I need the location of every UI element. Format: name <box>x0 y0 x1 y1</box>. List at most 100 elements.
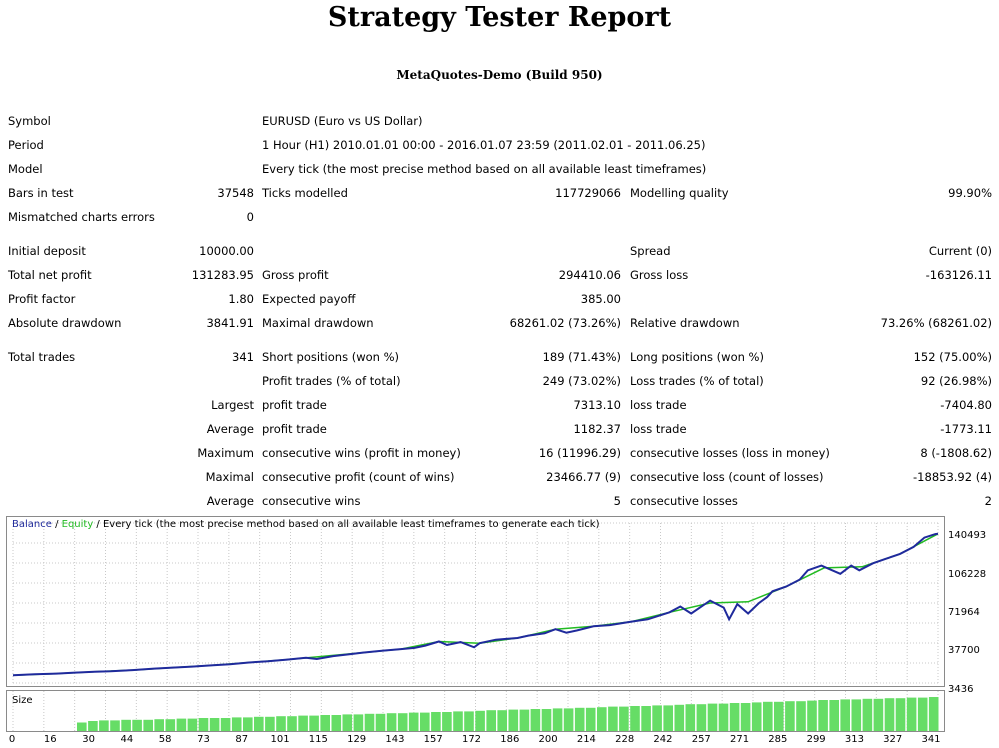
size-bar <box>530 709 541 731</box>
y-tick-label: 71964 <box>948 607 980 618</box>
size-bar <box>431 712 441 731</box>
size-bar <box>696 704 707 731</box>
size-bar <box>574 707 585 731</box>
report-cell: 341 <box>232 350 254 364</box>
report-cell: Maximum <box>197 446 254 460</box>
report-cell: 294410.06 <box>558 268 621 282</box>
size-bar <box>763 701 773 731</box>
size-bar <box>209 718 220 731</box>
x-tick-label: 186 <box>500 734 520 745</box>
size-bar <box>442 712 452 731</box>
size-bar <box>475 710 485 731</box>
report-cell: Initial deposit <box>8 244 86 258</box>
size-bar <box>386 713 397 731</box>
size-bar <box>785 701 795 731</box>
size-bar <box>685 704 696 731</box>
x-tick-label: 341 <box>921 734 941 745</box>
x-tick-label: 327 <box>883 734 903 745</box>
x-tick-label: 115 <box>308 734 328 745</box>
report-cell: Expected payoff <box>262 292 356 306</box>
size-bar <box>497 710 507 731</box>
size-bar <box>132 719 142 731</box>
report-cell: 16 (11996.29) <box>538 446 621 460</box>
report-cell: Largest <box>211 398 254 412</box>
report-cell: 152 (75.00%) <box>913 350 992 364</box>
x-tick-label: 257 <box>691 734 711 745</box>
size-bar <box>397 713 408 731</box>
x-tick-label: 299 <box>806 734 826 745</box>
report-cell: 10000.00 <box>199 244 254 258</box>
size-chart <box>12 691 939 731</box>
size-bar <box>751 702 762 731</box>
size-bar <box>331 715 342 731</box>
report-cell: consecutive wins <box>262 494 361 508</box>
size-bar <box>585 707 596 731</box>
report-cell: Profit trades (% of total) <box>262 374 401 388</box>
report-cell: consecutive loss (count of losses) <box>630 470 824 484</box>
size-bar <box>464 711 474 731</box>
report-cell: consecutive losses (loss in money) <box>630 446 830 460</box>
size-bar <box>641 706 651 731</box>
report-cell: loss trade <box>630 398 687 412</box>
size-bar <box>364 713 375 731</box>
size-bar <box>740 703 751 731</box>
x-tick-label: 172 <box>461 734 482 745</box>
size-bar <box>486 710 496 731</box>
report-cell: 23466.77 (9) <box>546 470 621 484</box>
y-tick-label: 37700 <box>948 645 980 656</box>
size-bar <box>231 717 242 731</box>
size-bar <box>220 718 231 731</box>
size-bar <box>608 706 618 731</box>
size-bar <box>276 716 286 731</box>
report-cell: 92 (26.98%) <box>920 374 992 388</box>
report-cell: Maximal <box>205 470 254 484</box>
size-bar <box>873 698 884 731</box>
size-bar <box>254 716 264 731</box>
size-bar <box>840 699 850 731</box>
report-cell: consecutive wins (profit in money) <box>262 446 461 460</box>
x-tick-label: 143 <box>385 734 405 745</box>
size-bar <box>630 706 640 731</box>
y-tick-label: 106228 <box>948 569 987 580</box>
size-bar <box>88 721 98 731</box>
report-cell: 68261.02 (73.26%) <box>509 316 621 330</box>
y-tick-label: 140493 <box>948 530 987 541</box>
size-bar <box>928 697 939 731</box>
size-bar <box>99 720 109 731</box>
report-cell: -7404.80 <box>940 398 992 412</box>
size-bar <box>287 716 297 731</box>
size-bar <box>674 704 685 731</box>
size-bar <box>375 713 386 731</box>
size-bar <box>508 709 519 731</box>
size-bar <box>917 697 928 731</box>
size-bar <box>774 701 784 731</box>
report-cell: 7313.10 <box>573 398 621 412</box>
report-cell: consecutive profit (count of wins) <box>262 470 455 484</box>
size-bar <box>408 712 419 731</box>
report-cell: Absolute drawdown <box>8 316 122 330</box>
report-subtitle: MetaQuotes-Demo (Build 950) <box>396 68 603 82</box>
report-cell: -1773.11 <box>940 422 992 436</box>
size-bar <box>342 714 353 731</box>
report-cell: 1 Hour (H1) 2010.01.01 00:00 - 2016.01.0… <box>262 138 706 152</box>
x-tick-label: 44 <box>120 734 134 745</box>
report-cell: Maximal drawdown <box>262 316 374 330</box>
report-cell: Ticks modelled <box>262 186 348 200</box>
report-cell: 8 (-1808.62) <box>920 446 992 460</box>
x-tick-label: 242 <box>653 734 673 745</box>
report-cell: 249 (73.02%) <box>542 374 621 388</box>
legend-model: / Every tick (the most precise method ba… <box>93 519 600 530</box>
x-tick-label: 313 <box>844 734 864 745</box>
report-cell: 5 <box>613 494 621 508</box>
x-tick-label: 200 <box>538 734 558 745</box>
size-bar <box>796 701 806 731</box>
size-bar <box>906 697 917 731</box>
report-cell: Current (0) <box>928 244 992 258</box>
size-bar <box>353 714 364 731</box>
x-tick-label: 157 <box>423 734 443 745</box>
size-bar <box>597 707 607 731</box>
size-bar <box>121 719 131 731</box>
report-cell: Total net profit <box>8 268 92 282</box>
size-bar <box>862 698 873 731</box>
report-cell: Profit factor <box>8 292 76 306</box>
